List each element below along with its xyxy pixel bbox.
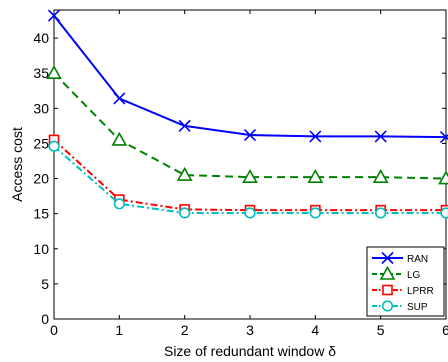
series-line-ran bbox=[53, 14, 447, 139]
legend-item-sup: SUP bbox=[372, 300, 428, 313]
legend: RAN LG LPRR SUP bbox=[366, 246, 445, 317]
data-point-sup bbox=[309, 207, 321, 219]
y-tick-label: 35 bbox=[33, 65, 49, 81]
legend-label-sup: SUP bbox=[407, 302, 428, 313]
data-point-ran bbox=[113, 92, 126, 105]
data-point-sup bbox=[440, 207, 448, 219]
data-point-lg bbox=[307, 169, 324, 183]
series-layer bbox=[46, 9, 448, 219]
x-axis-ticks: 0 1 2 3 4 5 6 bbox=[50, 10, 448, 338]
legend-label-lprr: LPRR bbox=[407, 286, 434, 297]
legend-label-lg: LG bbox=[407, 270, 421, 281]
y-tick-label: 10 bbox=[33, 241, 49, 257]
data-point-lg bbox=[111, 131, 128, 146]
y-tick-label: 15 bbox=[33, 206, 49, 222]
data-point-ran bbox=[309, 130, 322, 143]
series-ran bbox=[47, 9, 448, 144]
data-point-sup bbox=[375, 207, 387, 219]
y-tick-label: 5 bbox=[41, 276, 49, 292]
data-point-lg bbox=[372, 169, 389, 183]
data-point-lg bbox=[46, 65, 62, 80]
data-point-ran bbox=[374, 130, 387, 143]
legend-marker-ran bbox=[381, 251, 394, 265]
y-tick-label: 40 bbox=[33, 30, 49, 46]
data-point-ran bbox=[178, 119, 191, 132]
data-point-ran bbox=[47, 9, 61, 22]
x-tick-label: 3 bbox=[246, 322, 254, 338]
legend-marker-lprr bbox=[382, 284, 393, 296]
data-point-sup bbox=[48, 140, 60, 152]
y-axis-ticks: 0 5 10 15 20 25 30 35 40 bbox=[33, 30, 446, 327]
data-point-lg bbox=[242, 169, 258, 183]
y-axis-label: Access cost bbox=[9, 127, 25, 202]
data-point-lg bbox=[438, 170, 448, 185]
y-tick-label: 30 bbox=[33, 100, 49, 116]
data-point-ran bbox=[439, 131, 448, 144]
legend-label-ran: RAN bbox=[407, 254, 428, 265]
legend-item-lprr: LPRR bbox=[372, 284, 434, 297]
x-tick-label: 2 bbox=[181, 322, 189, 338]
x-tick-label: 5 bbox=[377, 322, 385, 338]
x-tick-label: 0 bbox=[50, 322, 58, 338]
data-point-ran bbox=[243, 128, 257, 142]
legend-marker-lg bbox=[379, 265, 396, 280]
x-axis-label: Size of redundant window δ bbox=[164, 343, 336, 359]
series-lg bbox=[46, 65, 448, 185]
x-tick-label: 1 bbox=[115, 322, 123, 338]
data-point-lg bbox=[176, 166, 193, 181]
x-tick-label: 6 bbox=[442, 322, 448, 338]
data-point-sup bbox=[179, 207, 191, 219]
legend-item-lg: LG bbox=[372, 265, 421, 281]
data-point-sup bbox=[113, 198, 125, 210]
y-tick-label: 20 bbox=[33, 171, 49, 187]
x-tick-label: 4 bbox=[311, 322, 319, 338]
y-tick-label: 0 bbox=[41, 311, 49, 327]
series-sup bbox=[48, 140, 448, 219]
legend-item-ran: RAN bbox=[372, 251, 428, 265]
y-tick-label: 25 bbox=[33, 135, 49, 151]
legend-marker-sup bbox=[381, 300, 394, 312]
data-point-sup bbox=[244, 207, 256, 219]
